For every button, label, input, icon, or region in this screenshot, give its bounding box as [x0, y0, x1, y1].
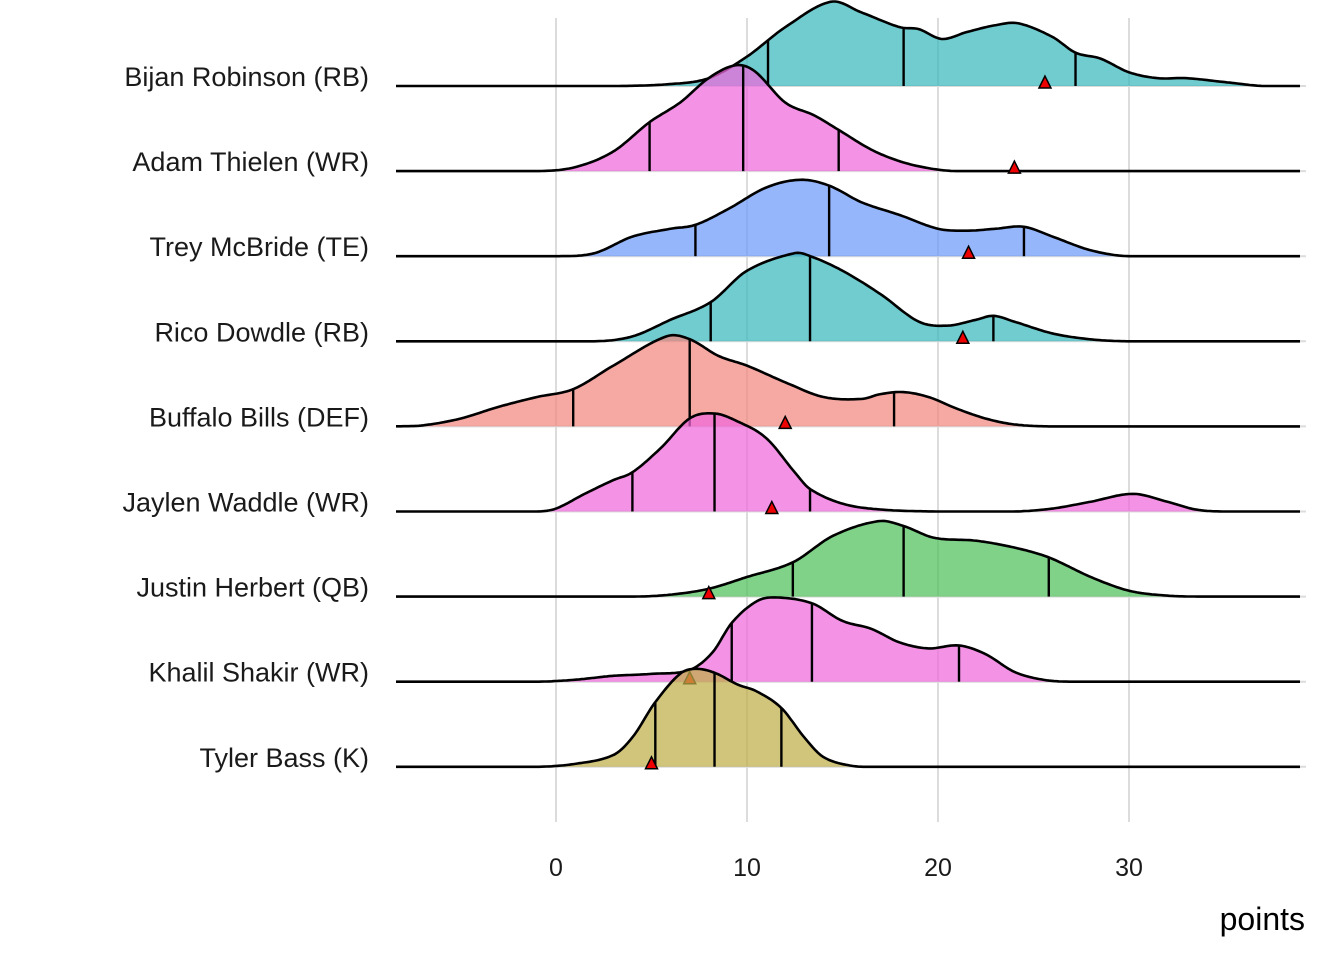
- actual-points-marker: [777, 414, 793, 430]
- density-fill: [396, 179, 1300, 257]
- ridge-adam-thielen-wr: [396, 63, 1306, 174]
- density-outline: [396, 519, 1300, 598]
- ridge-justin-herbert-qb: [396, 519, 1306, 600]
- density-fill: [396, 1, 1300, 86]
- actual-points-marker: [1007, 159, 1022, 174]
- actual-points-marker: [764, 499, 780, 515]
- density-outline: [396, 0, 1300, 88]
- density-fill: [396, 413, 1300, 512]
- x-tick-label-10: 10: [733, 854, 761, 882]
- density-fill: [396, 252, 1300, 342]
- density-outline: [396, 596, 1300, 683]
- density-fill: [396, 597, 1300, 682]
- actual-points-marker: [644, 755, 659, 770]
- actual-points-marker: [1037, 74, 1053, 89]
- density-fill: [396, 65, 1300, 172]
- y-label-bijan-robinson-rb: Bijan Robinson (RB): [124, 62, 369, 92]
- density-outline: [396, 251, 1300, 343]
- x-tick-label-30: 30: [1115, 854, 1143, 882]
- density-fill: [396, 335, 1300, 427]
- density-outline: [396, 63, 1300, 173]
- density-fill: [396, 668, 1300, 767]
- y-label-khalil-shakir-wr: Khalil Shakir (WR): [148, 658, 369, 688]
- density-outline: [396, 412, 1300, 513]
- y-label-jaylen-waddle-wr: Jaylen Waddle (WR): [122, 488, 369, 518]
- density-outline: [396, 333, 1300, 428]
- y-label-buffalo-bills-def: Buffalo Bills (DEF): [149, 402, 369, 432]
- ridge-bijan-robinson-rb: [396, 0, 1306, 89]
- x-tick-label-0: 0: [549, 854, 563, 882]
- x-tick-label-20: 20: [924, 854, 952, 882]
- y-label-rico-dowdle-rb: Rico Dowdle (RB): [154, 317, 369, 347]
- y-label-trey-mcbride-te: Trey McBride (TE): [149, 232, 369, 262]
- ridge-jaylen-waddle-wr: [396, 412, 1306, 515]
- density-outline: [396, 667, 1300, 769]
- actual-points-marker: [955, 329, 971, 345]
- x-axis-ticks: 0 10 20 30: [549, 854, 1143, 882]
- actual-points-marker: [961, 244, 976, 259]
- ridge-tyler-bass-k: [396, 667, 1306, 770]
- density-outline: [396, 178, 1300, 258]
- y-axis-labels: Bijan Robinson (RB) Adam Thielen (WR) Trey…: [122, 62, 369, 773]
- y-label-tyler-bass-k: Tyler Bass (K): [199, 743, 369, 773]
- ridge-khalil-shakir-wr: [396, 596, 1306, 685]
- ridges: [396, 0, 1306, 770]
- x-axis-title: points: [1220, 901, 1305, 937]
- y-label-justin-herbert-qb: Justin Herbert (QB): [136, 573, 369, 603]
- ridge-buffalo-bills-def: [396, 333, 1306, 430]
- ridge-trey-mcbride-te: [396, 178, 1306, 259]
- ridge-rico-dowdle-rb: [396, 251, 1306, 345]
- actual-points-marker: [701, 584, 717, 600]
- density-fill: [396, 520, 1300, 597]
- y-label-adam-thielen-wr: Adam Thielen (WR): [132, 147, 369, 177]
